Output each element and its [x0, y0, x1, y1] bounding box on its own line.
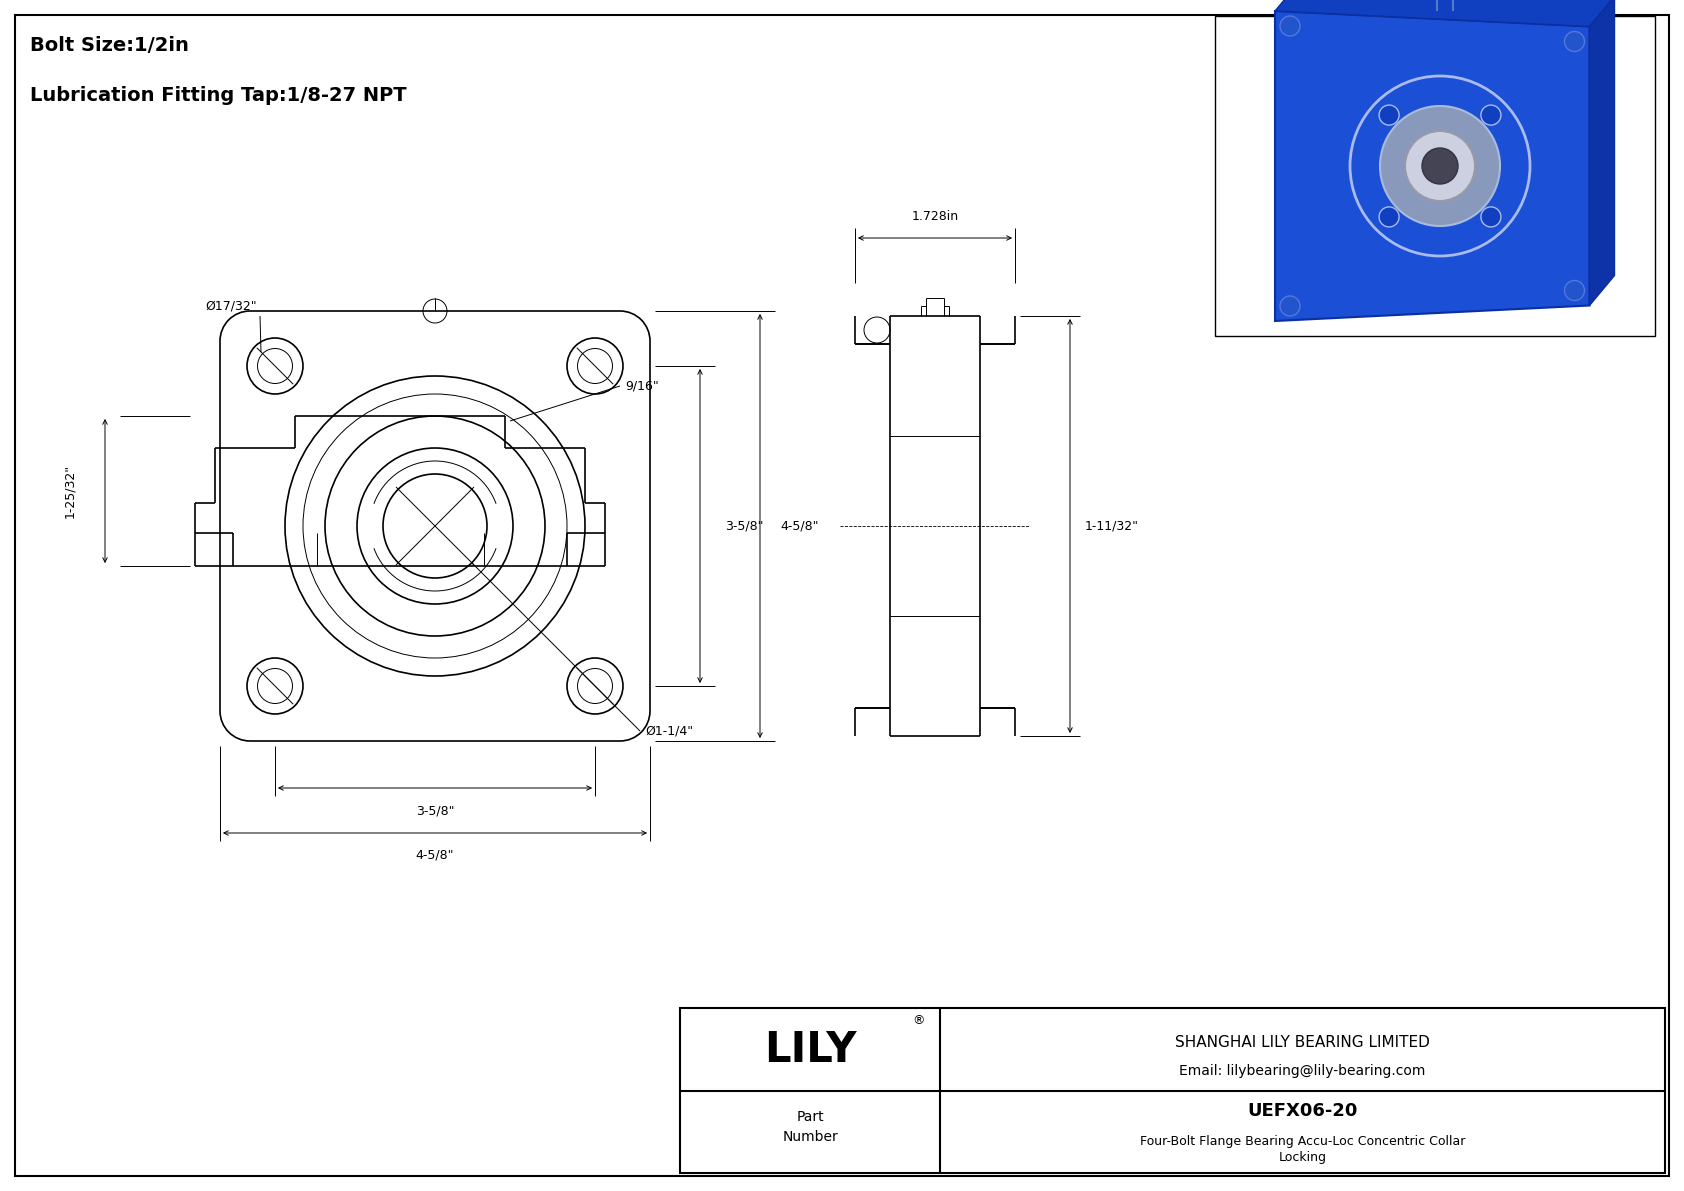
Text: Bolt Size:1/2in: Bolt Size:1/2in: [30, 36, 189, 55]
Circle shape: [1564, 281, 1585, 300]
Text: 1-11/32": 1-11/32": [1084, 519, 1138, 532]
Text: LILY: LILY: [765, 1029, 855, 1071]
Text: SHANGHAI LILY BEARING LIMITED: SHANGHAI LILY BEARING LIMITED: [1175, 1035, 1430, 1050]
Text: 3-5/8": 3-5/8": [726, 519, 763, 532]
Text: Four-Bolt Flange Bearing Accu-Loc Concentric Collar: Four-Bolt Flange Bearing Accu-Loc Concen…: [1140, 1135, 1465, 1147]
Circle shape: [1564, 31, 1585, 51]
Circle shape: [1404, 131, 1475, 201]
Text: UEFX06-20: UEFX06-20: [1248, 1102, 1357, 1120]
Polygon shape: [1275, 0, 1615, 26]
Text: Lubrication Fitting Tap:1/8-27 NPT: Lubrication Fitting Tap:1/8-27 NPT: [30, 86, 406, 105]
Circle shape: [1480, 207, 1500, 227]
Text: 4-5/8": 4-5/8": [416, 849, 455, 862]
Circle shape: [1379, 105, 1399, 125]
Text: Email: lilybearing@lily-bearing.com: Email: lilybearing@lily-bearing.com: [1179, 1064, 1426, 1078]
Circle shape: [1421, 148, 1458, 183]
Text: 1-25/32": 1-25/32": [64, 464, 76, 518]
Circle shape: [1480, 105, 1500, 125]
Text: Part
Number: Part Number: [781, 1110, 839, 1143]
Text: ®: ®: [911, 1014, 925, 1027]
Polygon shape: [1275, 11, 1590, 322]
Text: 9/16": 9/16": [625, 380, 658, 393]
Text: Locking: Locking: [1278, 1151, 1327, 1164]
Circle shape: [1280, 297, 1300, 316]
Text: 3-5/8": 3-5/8": [416, 804, 455, 817]
Polygon shape: [1590, 0, 1615, 306]
Circle shape: [1351, 76, 1531, 256]
Circle shape: [1379, 207, 1399, 227]
Polygon shape: [1214, 15, 1655, 336]
Circle shape: [1280, 15, 1300, 36]
Text: 1.728in: 1.728in: [911, 210, 958, 223]
Circle shape: [1379, 106, 1500, 226]
Text: 4-5/8": 4-5/8": [780, 519, 818, 532]
Text: Ø1-1/4": Ø1-1/4": [645, 724, 694, 737]
Text: Ø17/32": Ø17/32": [205, 299, 256, 312]
